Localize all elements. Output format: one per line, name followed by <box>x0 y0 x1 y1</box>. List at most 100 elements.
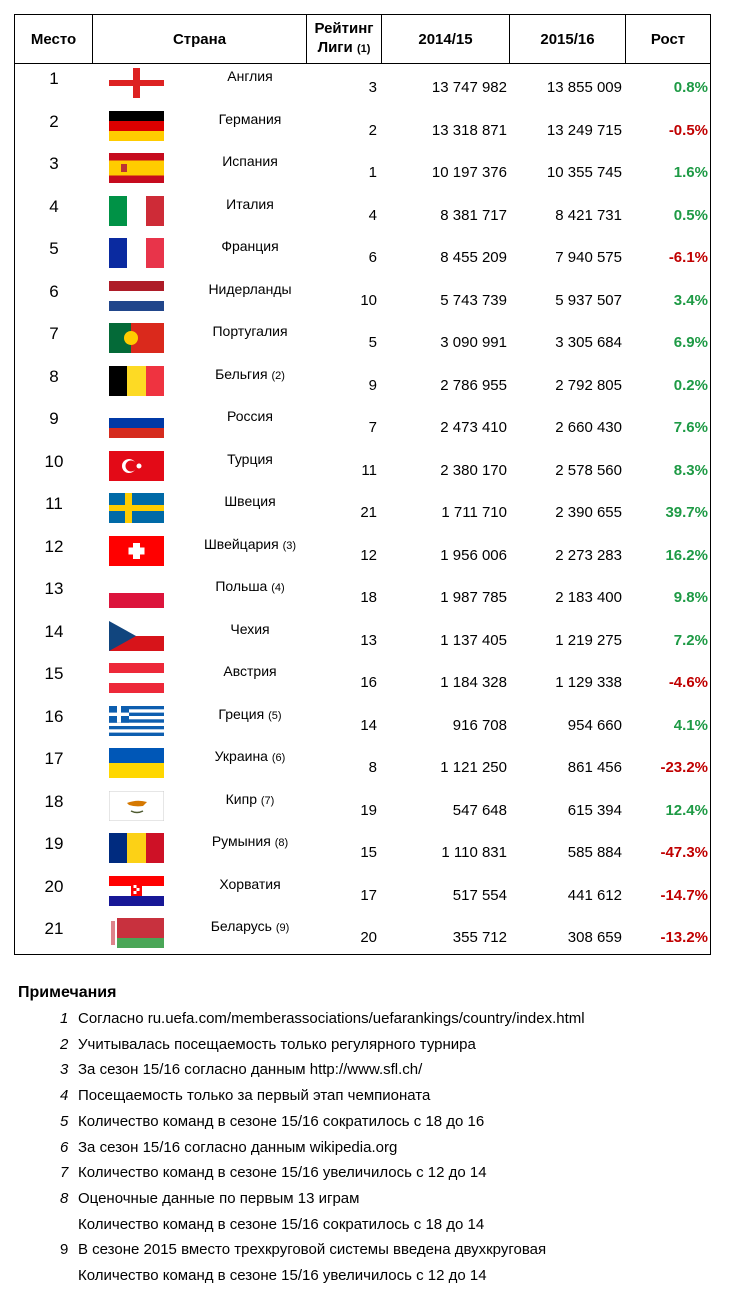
rank: 3 <box>49 154 59 173</box>
attendance-2014-15: 3 090 991 <box>440 334 507 351</box>
czech-flag-icon <box>109 620 164 651</box>
cyprus-flag-icon <box>109 790 164 821</box>
rank: 10 <box>44 451 64 471</box>
note-number: 3 <box>60 1061 69 1079</box>
attendance-2014-15: 2 786 955 <box>440 376 507 394</box>
attendance-2015-16: 615 394 <box>567 801 622 819</box>
country-name: Франция <box>175 238 325 254</box>
rank: 15 <box>44 664 64 683</box>
country-name: Россия <box>175 408 325 424</box>
growth-value: 16.2% <box>665 546 708 564</box>
league-rating: 5 <box>368 334 377 351</box>
table-row: 7 Португалия 5 3 090 991 3 305 684 6.9% <box>15 318 710 361</box>
attendance-2014-15: 1 137 405 <box>440 631 507 649</box>
attendance-2015-16: 308 659 <box>567 929 622 946</box>
attendance-table: Место Страна Рейтинг Лиги (1) 2014/15 201… <box>14 14 711 955</box>
attendance-2014-15: 517 554 <box>452 886 507 904</box>
rank: 21 <box>44 919 64 938</box>
attendance-2014-15: 355 712 <box>452 929 507 946</box>
growth-value: -0.5% <box>668 121 708 139</box>
league-rating: 2 <box>368 121 377 139</box>
growth-value: -14.7% <box>660 886 708 904</box>
note-number: 9 <box>60 1241 69 1259</box>
league-rating: 6 <box>368 249 377 266</box>
table-row: 20 Хорватия 17 517 554 441 612 -14.7% <box>15 871 710 914</box>
rank: 5 <box>49 239 59 258</box>
header-rating-line2: Лиги <box>317 39 353 56</box>
attendance-2015-16: 8 421 731 <box>555 206 622 224</box>
turkey-flag-icon <box>109 450 164 481</box>
rank: 16 <box>44 706 64 726</box>
spain-flag-icon <box>109 153 164 183</box>
country-label: Беларусь <box>210 918 272 934</box>
table-row: 8 Бельгия (2) 9 2 786 955 2 792 805 0.2% <box>15 361 710 404</box>
country-label: Хорватия <box>219 875 281 892</box>
league-rating: 19 <box>360 801 377 819</box>
attendance-2015-16: 2 660 430 <box>555 419 622 436</box>
country-label: Швейцария <box>203 535 279 552</box>
attendance-2014-15: 8 455 209 <box>440 249 507 266</box>
country-name: Италия <box>175 196 325 212</box>
note-number: 1 <box>60 1010 69 1027</box>
country-note: (5) <box>268 709 282 722</box>
growth-value: 8.3% <box>673 461 708 479</box>
country-note: (7) <box>260 794 275 807</box>
growth-value: -47.3% <box>660 844 708 861</box>
country-label: Испания <box>222 153 278 169</box>
country-name: Швейцария (3) <box>175 536 325 552</box>
header-2015-16: 2015/16 <box>510 15 626 63</box>
header-divider <box>15 63 710 64</box>
note-item: 8 Оценочные данные по первым 13 играм <box>60 1190 359 1207</box>
league-rating: 13 <box>360 631 377 649</box>
growth-value: 39.7% <box>665 504 708 521</box>
attendance-2014-15: 8 381 717 <box>440 206 507 224</box>
note-item: 6 За сезон 15/16 согласно данным wikipedi… <box>60 1139 397 1156</box>
attendance-2014-15: 2 380 170 <box>440 461 507 479</box>
attendance-2015-16: 441 612 <box>567 886 622 904</box>
attendance-2015-16: 2 792 805 <box>555 376 622 394</box>
country-note: (9) <box>275 922 290 934</box>
attendance-2015-16: 861 456 <box>567 759 622 776</box>
attendance-2015-16: 2 390 655 <box>555 504 622 521</box>
growth-value: 7.6% <box>673 419 708 436</box>
notes-section: Примечания <box>18 984 116 1006</box>
growth-value: 0.5% <box>673 206 708 224</box>
country-label: Чехия <box>230 620 270 637</box>
england-flag-icon <box>109 68 164 98</box>
attendance-2015-16: 585 884 <box>567 844 622 861</box>
country-name: Чехия <box>175 621 325 637</box>
country-label: Турция <box>227 450 273 467</box>
header-rating: Рейтинг Лиги (1) <box>307 15 382 63</box>
league-rating: 14 <box>360 716 377 734</box>
country-name: Польша (4) <box>175 578 325 594</box>
note-text: Посещаемость только за первый этап чемпи… <box>78 1087 431 1105</box>
attendance-2014-15: 13 318 871 <box>431 121 507 139</box>
table-row: 12 Швейцария (3) 12 1 956 006 2 273 283 16.2% <box>15 531 710 574</box>
header-place: Место <box>15 15 93 63</box>
country-label: Англия <box>227 68 273 84</box>
growth-value: 0.8% <box>673 79 708 96</box>
note-text: Согласно ru.uefa.com/memberassociations/… <box>78 1010 585 1027</box>
note-number: 2 <box>60 1035 69 1053</box>
growth-value: 7.2% <box>673 631 708 649</box>
attendance-2015-16: 5 937 507 <box>555 291 622 309</box>
table-row: 18 Кипр (7) 19 547 648 615 394 12.4% <box>15 786 710 829</box>
attendance-2015-16: 3 305 684 <box>555 334 622 351</box>
table-row: 15 Австрия 16 1 184 328 1 129 338 -4.6% <box>15 658 710 701</box>
country-label: Греция <box>218 705 265 722</box>
league-rating: 11 <box>361 461 377 479</box>
table-row: 21 Беларусь (9) 20 355 712 308 659 -13.2% <box>15 913 710 956</box>
country-name: Хорватия <box>175 876 325 892</box>
league-rating: 17 <box>360 886 377 904</box>
notes-title: Примечания <box>18 984 117 1001</box>
league-rating: 4 <box>368 206 377 224</box>
table-row: 5 Франция 6 8 455 209 7 940 575 -6.1% <box>15 233 710 276</box>
note-number: 5 <box>60 1112 69 1130</box>
country-note: (6) <box>271 752 286 764</box>
belarus-flag-icon <box>109 918 164 948</box>
rank: 13 <box>44 579 64 598</box>
note-number: 6 <box>60 1138 69 1156</box>
note-text: Учитывалась посещаемость только регулярн… <box>78 1035 476 1053</box>
growth-value: 3.4% <box>673 291 708 309</box>
country-name: Англия <box>175 68 325 84</box>
